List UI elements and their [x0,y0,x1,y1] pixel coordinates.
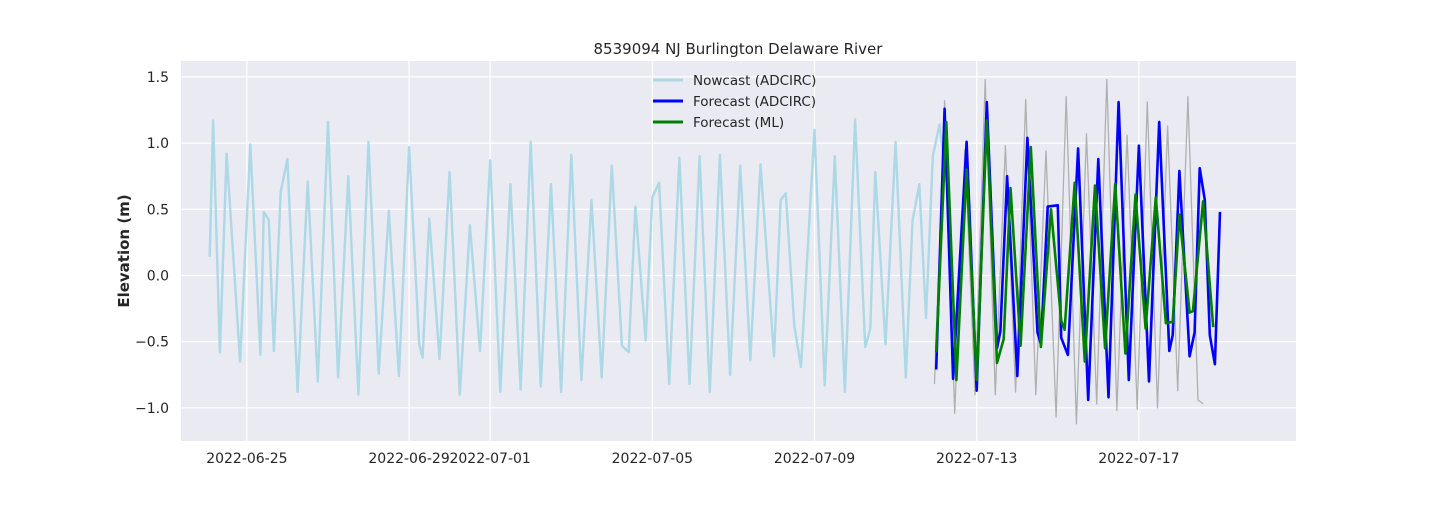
y-tick-label: −0.5 [135,335,169,351]
x-tick-label: 2022-07-05 [612,451,693,467]
x-tick-label: 2022-07-17 [1098,451,1179,467]
legend: Nowcast (ADCIRC) Forecast (ADCIRC) Forec… [653,73,816,131]
chart-title: 8539094 NJ Burlington Delaware River [594,40,884,58]
legend-label-nowcast: Nowcast (ADCIRC) [693,73,816,89]
series-line-forecast-ml [934,119,1215,382]
y-tick-label: 1.0 [147,136,169,152]
legend-label-forecast-adcirc: Forecast (ADCIRC) [693,94,816,110]
y-axis-label: Elevation (m) [115,194,133,307]
legend-label-forecast-ml: Forecast (ML) [693,115,784,131]
x-tick-label: 2022-07-09 [774,451,855,467]
x-tick-label: 2022-07-01 [449,451,530,467]
y-tick-label: 0.0 [147,268,169,284]
y-tick-label: 0.5 [147,202,169,218]
x-tick-label: 2022-07-13 [936,451,1017,467]
series-lines [208,78,1222,425]
x-axis-ticks: 2022-06-25 2022-06-29 2022-07-01 2022-07-05… [206,451,1179,467]
x-tick-label: 2022-06-25 [206,451,287,467]
y-tick-label: −1.0 [135,401,169,417]
series-line-nowcast-adcirc [208,118,950,396]
y-axis-ticks: −1.0 −0.5 0.0 0.5 1.0 1.5 [135,70,169,417]
y-tick-label: 1.5 [147,70,169,86]
x-tick-label: 2022-06-29 [368,451,449,467]
